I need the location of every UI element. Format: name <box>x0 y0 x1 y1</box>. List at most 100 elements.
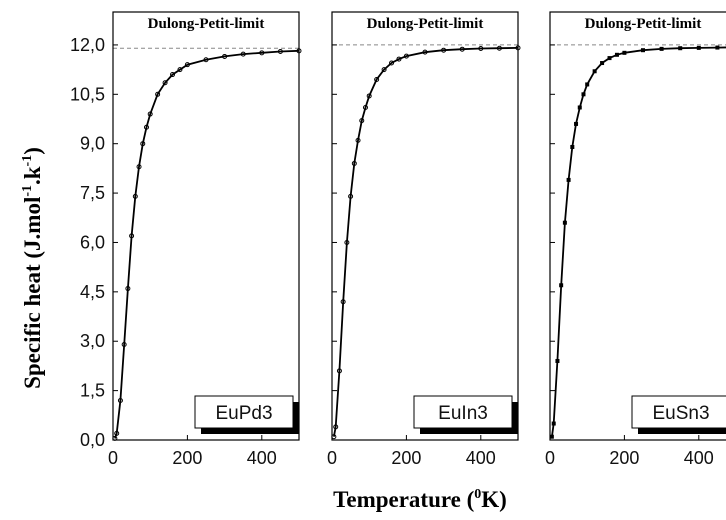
data-point <box>129 233 135 239</box>
data-point <box>147 111 153 117</box>
panel-euin3: 0 200 400 Dulong-Petit-limit EuIn3 <box>327 11 521 468</box>
y-axis-title: Specific heat (J.mol-1.k-1) <box>20 147 45 389</box>
data-point <box>348 193 354 199</box>
data-point <box>366 93 372 99</box>
y-tick-label: 7,5 <box>80 183 105 203</box>
legend-label: EuSn3 <box>652 403 709 424</box>
data-point <box>143 124 149 130</box>
data-point <box>441 47 447 53</box>
data-point <box>600 61 605 66</box>
data-point <box>259 50 265 56</box>
data-point <box>351 160 357 166</box>
panels: 0,0 1,5 3,0 4,5 6,0 7,5 9,0 10,5 12,0 0 200 400 Dulo… <box>70 11 726 468</box>
data-point <box>277 49 283 55</box>
data-point <box>592 69 597 74</box>
data-point <box>478 46 484 52</box>
data-point <box>184 62 190 68</box>
y-tick-label: 12,0 <box>70 35 105 55</box>
data-point <box>340 299 346 305</box>
data-point <box>155 91 161 97</box>
y-tick-label: 6,0 <box>80 232 105 252</box>
data-point <box>333 424 339 430</box>
data-line <box>551 46 726 437</box>
legend-label: EuPd3 <box>215 403 272 424</box>
data-point <box>549 434 554 439</box>
x-tick-label: 400 <box>466 448 496 468</box>
data-point <box>117 397 123 403</box>
y-tick-label: 3,0 <box>80 331 105 351</box>
y-tick-label: 0,0 <box>80 430 105 450</box>
data-point <box>222 53 228 59</box>
plot-frame <box>112 11 300 441</box>
data-point <box>403 53 409 59</box>
data-point <box>551 421 556 426</box>
data-point <box>422 49 428 55</box>
data-point <box>344 239 350 245</box>
data-point <box>607 56 612 61</box>
data-point <box>555 358 560 363</box>
data-point <box>559 283 564 288</box>
dulong-petit-label: Dulong-Petit-limit <box>148 16 265 32</box>
data-point <box>355 137 361 143</box>
plot-frame <box>549 11 726 441</box>
data-point <box>132 193 138 199</box>
data-point <box>715 45 720 50</box>
data-point <box>570 144 575 149</box>
legend-box <box>194 395 294 429</box>
data-line <box>333 47 519 437</box>
data-point <box>678 46 683 51</box>
data-point <box>562 220 567 225</box>
data-point <box>114 430 120 436</box>
data-point <box>577 105 582 110</box>
data-point <box>136 164 142 170</box>
data-point <box>362 104 368 110</box>
panel-eusn3: 0 200 400 Dulong-Petit-limit EuSn3 <box>545 11 726 468</box>
data-point <box>381 67 387 73</box>
data-point <box>396 56 402 62</box>
data-point <box>574 121 579 126</box>
data-point <box>622 50 627 55</box>
x-tick-label: 200 <box>172 448 202 468</box>
x-tick-label: 400 <box>684 448 714 468</box>
data-point <box>203 57 209 63</box>
data-point <box>641 48 645 53</box>
x-axis-title: Temperature (0K) <box>333 487 507 512</box>
data-point <box>459 46 465 52</box>
data-point <box>162 80 168 86</box>
panel-eupd3: 0,0 1,5 3,0 4,5 6,0 7,5 9,0 10,5 12,0 0 200 400 Dulo… <box>70 11 302 468</box>
legend-box <box>631 395 726 429</box>
data-point <box>359 118 365 124</box>
data-point <box>374 76 380 82</box>
data-point <box>389 60 395 66</box>
x-tick-label: 200 <box>391 448 421 468</box>
x-tick-label: 200 <box>609 448 639 468</box>
dulong-petit-label: Dulong-Petit-limit <box>585 16 702 32</box>
x-tick-label: 0 <box>327 448 337 468</box>
data-point <box>566 177 571 182</box>
data-point <box>585 82 590 87</box>
data-point <box>581 92 586 97</box>
legend-box <box>413 395 513 429</box>
data-point <box>125 286 131 292</box>
y-tick-label: 1,5 <box>80 381 105 401</box>
data-point <box>121 342 127 348</box>
y-tick-label: 4,5 <box>80 282 105 302</box>
data-line <box>114 49 300 439</box>
y-tick-label: 9,0 <box>80 134 105 154</box>
data-point <box>336 368 342 374</box>
data-point <box>240 51 246 57</box>
x-tick-label: 400 <box>247 448 277 468</box>
y-tick-label: 10,5 <box>70 84 105 104</box>
data-point <box>696 45 701 50</box>
dulong-petit-label: Dulong-Petit-limit <box>367 16 484 32</box>
plot-frame <box>331 11 519 441</box>
data-point <box>140 141 146 147</box>
data-point <box>614 52 619 57</box>
x-tick-label: 0 <box>108 448 118 468</box>
data-point <box>170 72 176 78</box>
data-point <box>177 67 183 73</box>
data-point <box>659 46 664 51</box>
x-tick-label: 0 <box>545 448 555 468</box>
legend-label: EuIn3 <box>438 403 488 424</box>
